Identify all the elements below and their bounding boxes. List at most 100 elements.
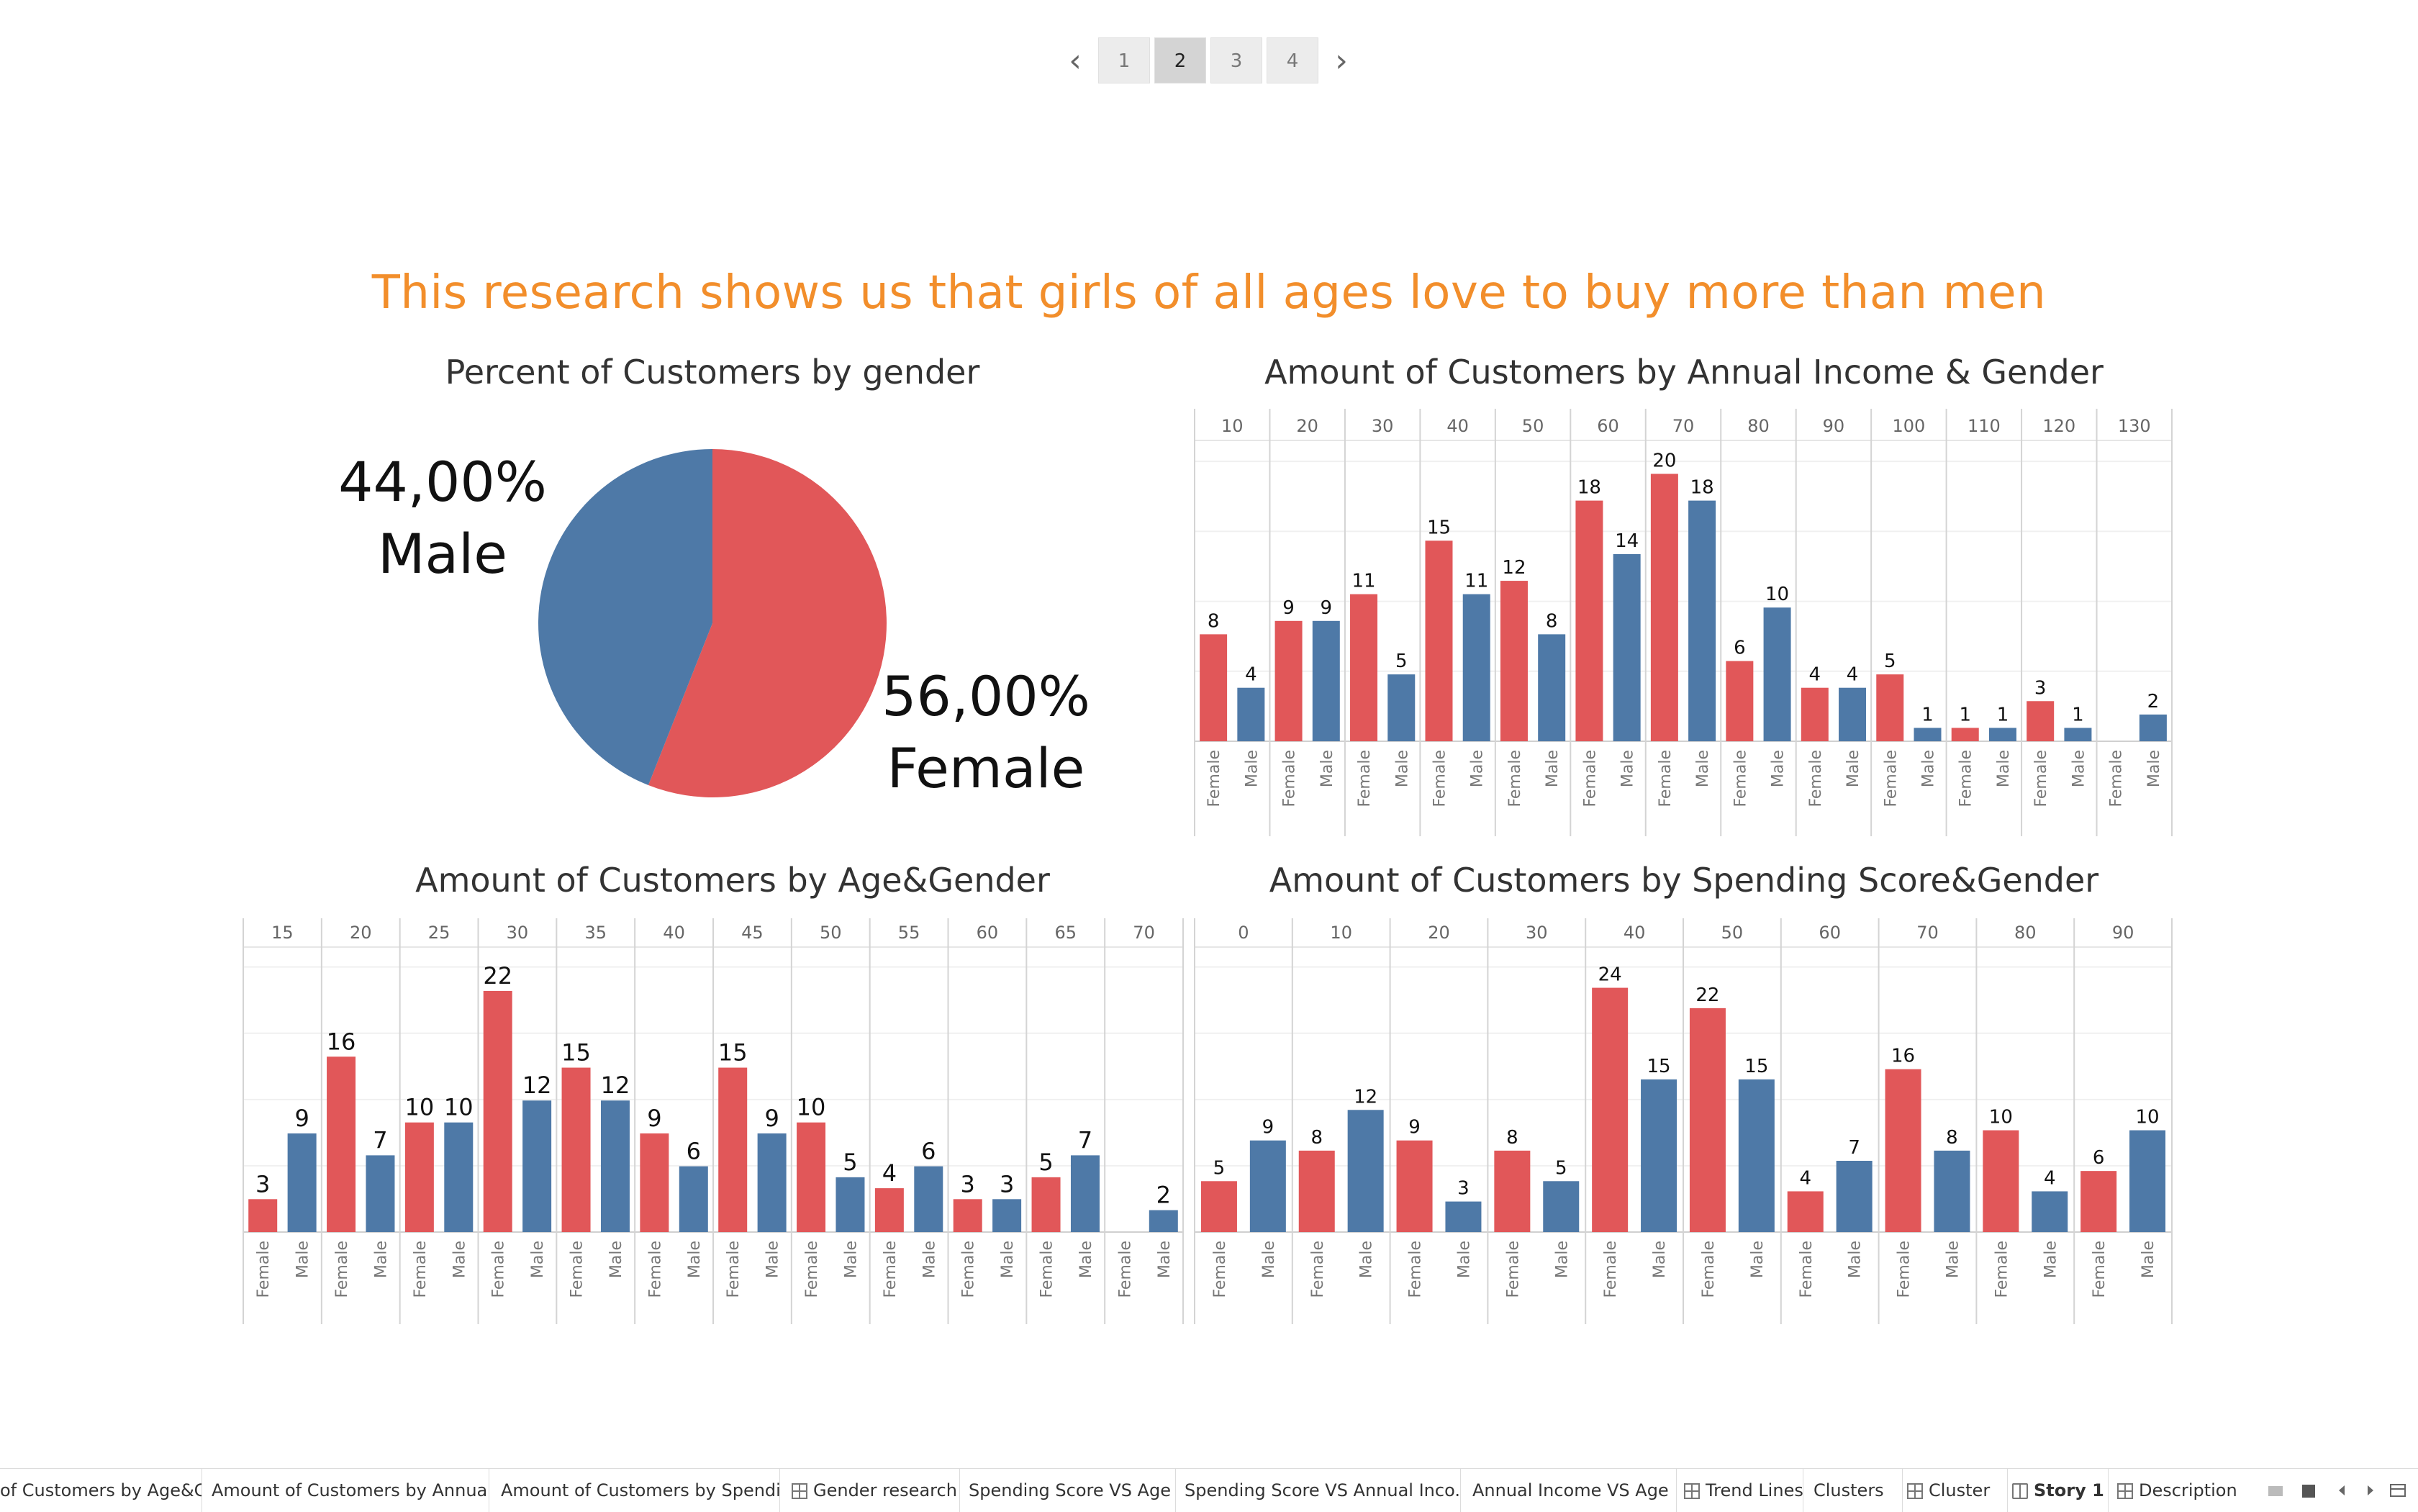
female-bar[interactable] [1031, 1177, 1061, 1232]
male-bar[interactable] [366, 1155, 395, 1232]
chevron-right-icon[interactable]: › [1335, 42, 1348, 79]
male-bar[interactable] [1387, 674, 1416, 741]
bar-value-label: 9 [764, 1105, 779, 1132]
male-bar[interactable] [992, 1199, 1022, 1232]
tab-income-vs-age[interactable]: Annual Income VS Age [1461, 1469, 1677, 1512]
female-bar[interactable] [953, 1199, 982, 1232]
gender-axis-label: Female [1602, 1241, 1620, 1298]
sheet-sorter-icon[interactable] [2300, 1482, 2317, 1499]
bar-value-label: 2 [1156, 1182, 1171, 1209]
male-bar[interactable] [1688, 500, 1716, 741]
female-bar[interactable] [1885, 1069, 1921, 1232]
male-bar[interactable] [1738, 1079, 1775, 1232]
filmstrip-icon[interactable] [2267, 1482, 2284, 1499]
tab-spending-vs-age[interactable]: Spending Score VS Age [960, 1469, 1176, 1512]
tab-spending-vs-income[interactable]: Spending Score VS Annual Inco... [1176, 1469, 1461, 1512]
male-bar[interactable] [836, 1177, 865, 1232]
male-bar[interactable] [1988, 728, 2016, 741]
female-bar[interactable] [640, 1133, 669, 1232]
category-header-label: 100 [1892, 416, 1925, 436]
male-bar[interactable] [1070, 1155, 1100, 1232]
male-bar[interactable] [679, 1166, 708, 1232]
male-bar[interactable] [1839, 687, 1867, 741]
female-bar[interactable] [1200, 1181, 1237, 1232]
category-header-label: 10 [1330, 923, 1352, 943]
male-bar[interactable] [1613, 553, 1641, 741]
male-bar[interactable] [600, 1100, 630, 1232]
tab-annual-income[interactable]: Amount of Customers by Annual... [202, 1469, 489, 1512]
female-bar[interactable] [718, 1067, 748, 1232]
male-bar[interactable] [1149, 1210, 1178, 1232]
story-page-2-button[interactable]: 2 [1154, 37, 1206, 83]
tab-clusters[interactable]: Clusters [1803, 1469, 1903, 1512]
grid-icon [1907, 1483, 1923, 1499]
story-page-3-button[interactable]: 3 [1210, 37, 1262, 83]
male-bar[interactable] [287, 1133, 317, 1232]
tab-label: Amount of Customers by Annual... [212, 1480, 489, 1500]
female-bar[interactable] [1726, 661, 1754, 741]
male-bar[interactable] [1641, 1079, 1677, 1232]
male-bar[interactable] [1836, 1161, 1873, 1232]
female-bar[interactable] [1274, 620, 1303, 741]
male-bar[interactable] [914, 1166, 943, 1232]
female-bar[interactable] [2027, 701, 2055, 741]
female-bar[interactable] [1650, 474, 1678, 741]
female-bar[interactable] [1500, 581, 1528, 741]
female-bar[interactable] [1983, 1130, 2019, 1232]
female-bar[interactable] [248, 1199, 278, 1232]
tab-trend-lines[interactable]: Trend Lines [1677, 1469, 1803, 1512]
male-bar[interactable] [1249, 1140, 1286, 1232]
male-bar[interactable] [522, 1100, 552, 1232]
male-bar[interactable] [2139, 714, 2167, 741]
male-bar[interactable] [1462, 594, 1490, 741]
female-bar[interactable] [483, 990, 512, 1232]
male-bar[interactable] [1347, 1110, 1384, 1232]
show-tabs-icon[interactable] [2389, 1482, 2406, 1499]
female-bar[interactable] [1592, 987, 1629, 1232]
male-bar[interactable] [1934, 1150, 1970, 1232]
story-page-1-button[interactable]: 1 [1098, 37, 1150, 83]
female-bar[interactable] [2080, 1171, 2117, 1232]
tab-cluster[interactable]: Cluster [1903, 1469, 2008, 1512]
female-bar[interactable] [874, 1188, 904, 1232]
male-bar[interactable] [1538, 634, 1566, 741]
tab-description[interactable]: Description [2109, 1469, 2238, 1512]
female-bar[interactable] [1494, 1150, 1531, 1232]
female-bar[interactable] [1689, 1008, 1726, 1232]
female-bar[interactable] [1298, 1150, 1335, 1232]
female-bar[interactable] [1396, 1140, 1433, 1232]
female-bar[interactable] [404, 1122, 434, 1232]
male-bar[interactable] [1445, 1201, 1482, 1232]
female-bar[interactable] [561, 1067, 591, 1232]
tab-age-gender[interactable]: of Customers by Age&G... [0, 1469, 202, 1512]
female-label: Female [887, 736, 1085, 800]
scroll-tabs-right-icon[interactable] [2362, 1482, 2379, 1499]
scroll-tabs-left-icon[interactable] [2333, 1482, 2350, 1499]
female-bar[interactable] [1350, 594, 1378, 741]
male-bar[interactable] [2032, 1191, 2068, 1232]
gender-axis-label: Female [1700, 1241, 1718, 1298]
female-bar[interactable] [797, 1122, 826, 1232]
female-bar[interactable] [1876, 674, 1904, 741]
chevron-left-icon[interactable]: ‹ [1069, 42, 1082, 79]
male-bar[interactable] [2064, 728, 2092, 741]
female-bar[interactable] [1801, 687, 1829, 741]
female-bar[interactable] [1575, 500, 1603, 741]
tab-gender-research[interactable]: Gender research [780, 1469, 960, 1512]
female-bar[interactable] [1200, 634, 1228, 741]
female-bar[interactable] [327, 1056, 356, 1232]
male-bar[interactable] [2129, 1130, 2166, 1232]
female-bar[interactable] [1425, 540, 1453, 741]
male-bar[interactable] [1543, 1181, 1580, 1232]
male-bar[interactable] [757, 1133, 787, 1232]
male-bar[interactable] [1914, 728, 1942, 741]
story-page-4-button[interactable]: 4 [1267, 37, 1318, 83]
male-bar[interactable] [1237, 687, 1265, 741]
tab-spending[interactable]: Amount of Customers by Spendi... [489, 1469, 780, 1512]
female-bar[interactable] [1951, 728, 1979, 741]
tab-story-1[interactable]: Story 1 [2008, 1469, 2109, 1512]
male-bar[interactable] [444, 1122, 474, 1232]
male-bar[interactable] [1763, 607, 1791, 741]
male-bar[interactable] [1312, 620, 1340, 741]
female-bar[interactable] [1787, 1191, 1824, 1232]
